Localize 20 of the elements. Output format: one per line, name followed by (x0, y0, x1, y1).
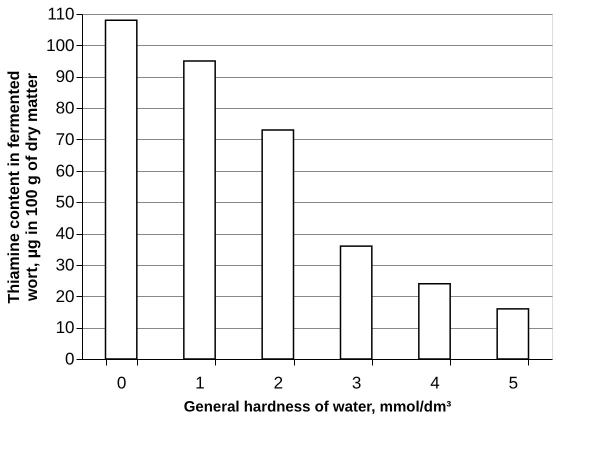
x-tick-label: 4 (430, 374, 440, 392)
y-tick-label: 10 (56, 318, 74, 338)
x-tick-label: 3 (352, 374, 362, 392)
y-tick-label: 80 (56, 98, 74, 118)
y-tick-label: 110 (47, 4, 74, 24)
y-tick-label: 50 (56, 192, 74, 212)
y-tick-label: 40 (56, 224, 74, 244)
y-tick-label: 100 (46, 36, 74, 55)
x-tick-label: 2 (274, 374, 284, 392)
x-axis-title: General hardness of water, mmol/dm³ (184, 398, 452, 416)
x-tick-label: 5 (508, 374, 518, 392)
y-tick-label: 30 (56, 255, 74, 274)
y-tick-label: 70 (56, 130, 74, 149)
y-tick-label: 0 (65, 350, 74, 368)
x-tick-label: 1 (195, 374, 205, 392)
y-tick-label: 20 (56, 286, 74, 306)
y-tick-label: 90 (56, 67, 74, 86)
x-tick-label: 0 (116, 374, 126, 392)
y-tick-label: 60 (56, 161, 74, 180)
y-axis-title: Thiamine content in fermented wort, µg in 100 g of dry matter (6, 70, 42, 304)
